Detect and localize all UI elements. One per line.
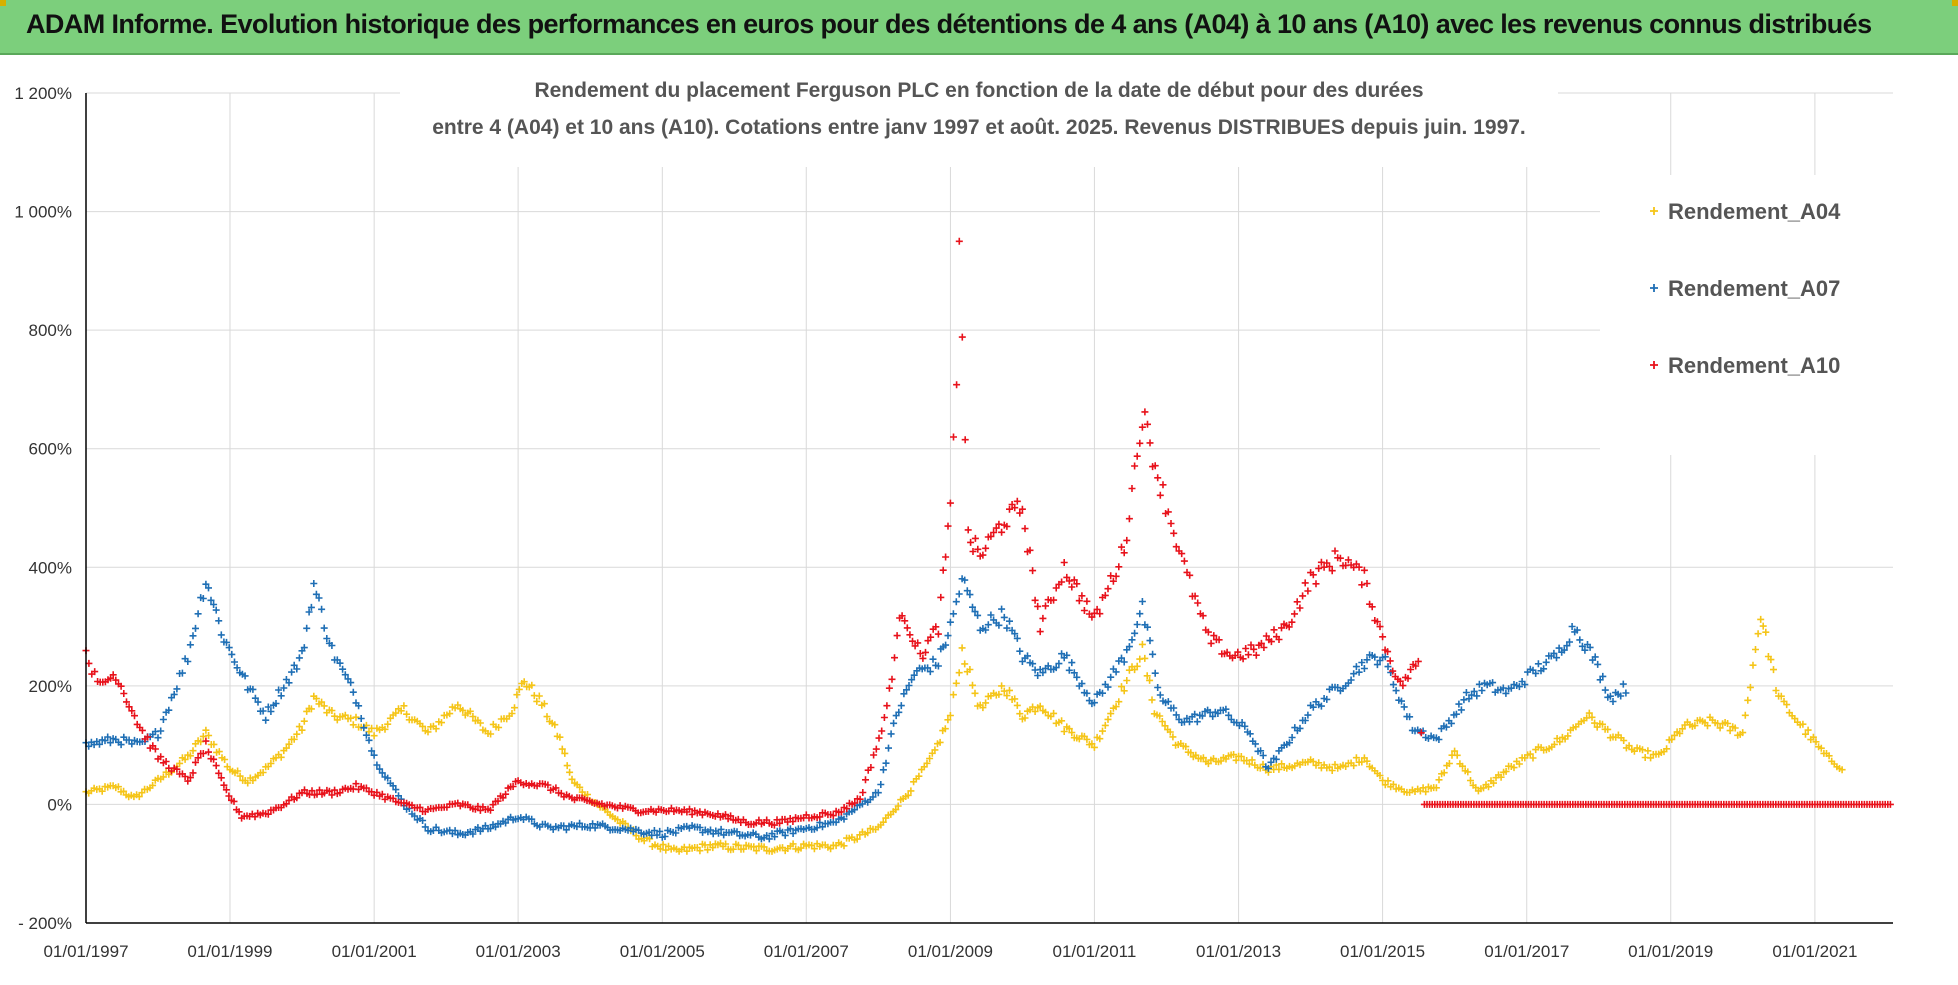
x-tick-label: 01/01/2013: [1196, 942, 1281, 961]
corner-marker-top-right: [1952, 0, 1958, 6]
x-tick-label: 01/01/1997: [43, 942, 128, 961]
x-tick-label: 01/01/1999: [187, 942, 272, 961]
x-tick-label: 01/01/2021: [1772, 942, 1857, 961]
chart-title-line-1: Rendement du placement Ferguson PLC en f…: [534, 79, 1423, 102]
legend-label-A04: Rendement_A04: [1668, 199, 1841, 224]
chart-series: [82, 237, 1894, 855]
x-tick-label: 01/01/2007: [764, 942, 849, 961]
x-tick-label: 01/01/2019: [1628, 942, 1713, 961]
y-tick-label: 200%: [29, 677, 72, 696]
x-tick-label: 01/01/2009: [908, 942, 993, 961]
y-tick-label: 600%: [29, 440, 72, 459]
x-tick-label: 01/01/2001: [332, 942, 417, 961]
corner-marker-top-left: [0, 0, 6, 6]
report-title: ADAM Informe. Evolution historique des p…: [26, 9, 1872, 39]
legend-marker-A07: [1650, 284, 1658, 292]
y-tick-label: 400%: [29, 558, 72, 577]
x-tick-label: 01/01/2017: [1484, 942, 1569, 961]
legend-marker-A04: [1650, 207, 1658, 215]
y-tick-label: 1 200%: [14, 84, 72, 103]
chart-axes: - 200% 0% 200% 400% 600% 800% 1 000% 1 200% 01/0…: [14, 84, 1893, 961]
chart-title-line-2: entre 4 (A04) et 10 ans (A10). Cotations…: [432, 116, 1526, 139]
x-tick-label: 01/01/2003: [476, 942, 561, 961]
x-tick-label: 01/01/2015: [1340, 942, 1425, 961]
legend-background: [1600, 175, 1920, 455]
report-header: ADAM Informe. Evolution historique des p…: [0, 0, 1958, 55]
chart-grid: [85, 92, 1893, 924]
y-tick-label: - 200%: [18, 914, 72, 933]
legend-marker-A10: [1650, 361, 1658, 369]
legend-label-A10: Rendement_A10: [1668, 353, 1840, 378]
chart-legend: Rendement_A04 Rendement_A07 Rendement_A10: [1600, 175, 1920, 455]
chart-title-background: [400, 69, 1558, 167]
series-A04-markers: [82, 615, 1846, 855]
legend-label-A07: Rendement_A07: [1668, 276, 1840, 301]
y-tick-label: 0%: [47, 795, 72, 814]
x-tick-label: 01/01/2005: [620, 942, 705, 961]
y-tick-label: 800%: [29, 321, 72, 340]
x-tick-label: 01/01/2011: [1053, 942, 1137, 961]
scatter-chart: - 200% 0% 200% 400% 600% 800% 1 000% 1 200% 01/0…: [14, 69, 1920, 961]
y-tick-label: 1 000%: [14, 203, 72, 222]
series-A04: [82, 615, 1846, 855]
